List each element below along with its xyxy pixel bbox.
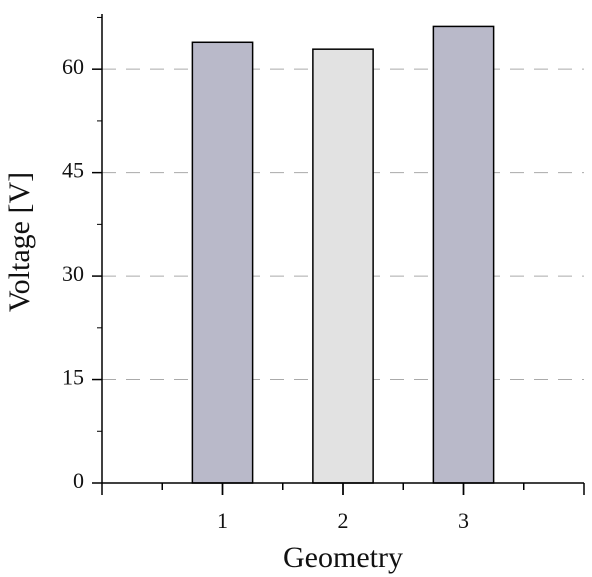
bar — [312, 48, 374, 484]
x-tick-label: 1 — [217, 508, 228, 533]
y-axis-label: Voltage [V] — [3, 172, 36, 312]
y-tick-label: 45 — [62, 158, 84, 183]
y-tick-label: 60 — [62, 54, 84, 79]
x-tick-label: 3 — [458, 508, 469, 533]
bar — [191, 41, 254, 484]
x-tick-label: 2 — [338, 508, 349, 533]
bar — [432, 25, 495, 484]
y-tick-label: 30 — [62, 261, 84, 286]
y-tick-label: 15 — [62, 365, 84, 390]
x-axis-label: Geometry — [283, 541, 403, 574]
y-tick-label: 0 — [73, 468, 84, 493]
